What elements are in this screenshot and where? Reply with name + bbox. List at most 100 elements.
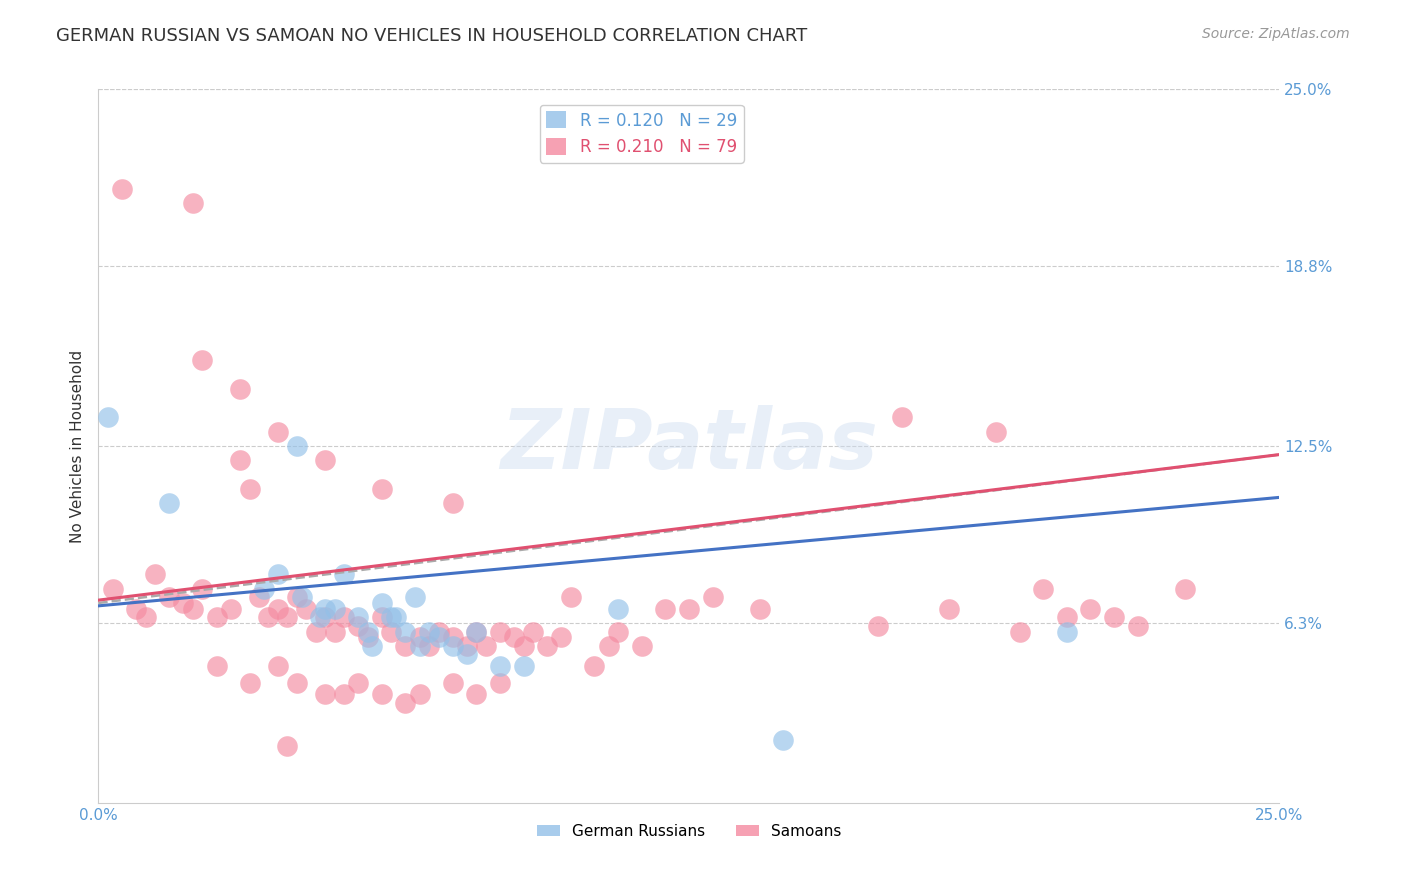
- Point: [314, 453, 336, 467]
- Point: [357, 624, 380, 639]
- Point: [441, 676, 464, 690]
- Point: [347, 676, 370, 690]
- Point: [522, 624, 544, 639]
- Point: [441, 496, 464, 510]
- Point: [371, 596, 394, 610]
- Point: [489, 676, 512, 690]
- Point: [560, 591, 582, 605]
- Point: [475, 639, 498, 653]
- Point: [172, 596, 194, 610]
- Point: [357, 630, 380, 644]
- Point: [323, 601, 346, 615]
- Point: [314, 601, 336, 615]
- Y-axis label: No Vehicles in Household: No Vehicles in Household: [69, 350, 84, 542]
- Point: [267, 601, 290, 615]
- Point: [512, 658, 534, 673]
- Point: [1102, 610, 1125, 624]
- Point: [607, 624, 630, 639]
- Text: ZIPatlas: ZIPatlas: [501, 406, 877, 486]
- Point: [394, 624, 416, 639]
- Point: [678, 601, 700, 615]
- Point: [456, 639, 478, 653]
- Point: [229, 382, 252, 396]
- Point: [229, 453, 252, 467]
- Point: [503, 630, 526, 644]
- Point: [347, 610, 370, 624]
- Point: [1056, 610, 1078, 624]
- Point: [205, 610, 228, 624]
- Point: [239, 676, 262, 690]
- Point: [314, 610, 336, 624]
- Point: [157, 496, 180, 510]
- Point: [394, 639, 416, 653]
- Point: [465, 624, 488, 639]
- Point: [333, 610, 356, 624]
- Point: [427, 624, 450, 639]
- Point: [512, 639, 534, 653]
- Point: [239, 482, 262, 496]
- Point: [267, 567, 290, 582]
- Point: [181, 601, 204, 615]
- Point: [489, 624, 512, 639]
- Point: [702, 591, 724, 605]
- Point: [143, 567, 166, 582]
- Point: [404, 591, 426, 605]
- Point: [465, 687, 488, 701]
- Point: [1032, 582, 1054, 596]
- Point: [333, 687, 356, 701]
- Point: [135, 610, 157, 624]
- Point: [371, 687, 394, 701]
- Point: [276, 610, 298, 624]
- Point: [1126, 619, 1149, 633]
- Point: [333, 567, 356, 582]
- Point: [583, 658, 606, 673]
- Point: [536, 639, 558, 653]
- Point: [1056, 624, 1078, 639]
- Point: [219, 601, 242, 615]
- Legend: German Russians, Samoans: German Russians, Samoans: [530, 818, 848, 845]
- Point: [465, 624, 488, 639]
- Point: [866, 619, 889, 633]
- Point: [890, 410, 912, 425]
- Text: Source: ZipAtlas.com: Source: ZipAtlas.com: [1202, 27, 1350, 41]
- Point: [314, 687, 336, 701]
- Point: [253, 582, 276, 596]
- Point: [371, 610, 394, 624]
- Point: [748, 601, 770, 615]
- Point: [441, 639, 464, 653]
- Point: [1174, 582, 1197, 596]
- Point: [305, 624, 328, 639]
- Point: [408, 687, 430, 701]
- Point: [418, 624, 440, 639]
- Point: [489, 658, 512, 673]
- Point: [361, 639, 384, 653]
- Point: [285, 439, 308, 453]
- Point: [101, 582, 124, 596]
- Point: [267, 425, 290, 439]
- Point: [1008, 624, 1031, 639]
- Point: [285, 676, 308, 690]
- Point: [257, 610, 280, 624]
- Point: [1080, 601, 1102, 615]
- Point: [441, 630, 464, 644]
- Point: [309, 610, 332, 624]
- Point: [347, 619, 370, 633]
- Point: [371, 482, 394, 496]
- Point: [427, 630, 450, 644]
- Point: [418, 639, 440, 653]
- Point: [181, 196, 204, 211]
- Point: [607, 601, 630, 615]
- Point: [456, 648, 478, 662]
- Point: [394, 696, 416, 710]
- Point: [97, 410, 120, 425]
- Point: [630, 639, 652, 653]
- Point: [385, 610, 408, 624]
- Point: [408, 630, 430, 644]
- Point: [408, 639, 430, 653]
- Point: [157, 591, 180, 605]
- Point: [380, 624, 402, 639]
- Point: [295, 601, 318, 615]
- Point: [247, 591, 270, 605]
- Point: [205, 658, 228, 673]
- Point: [772, 733, 794, 747]
